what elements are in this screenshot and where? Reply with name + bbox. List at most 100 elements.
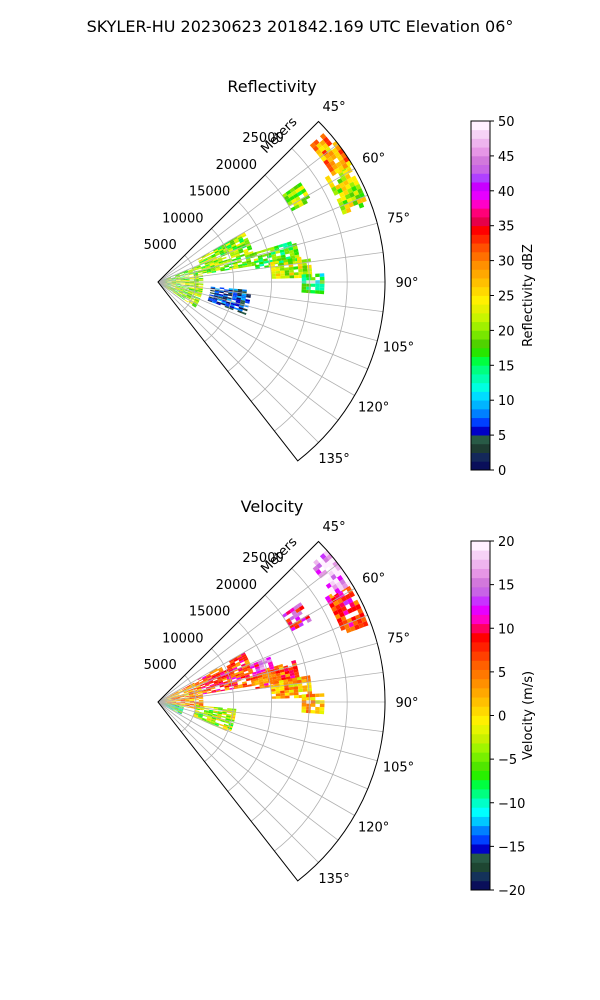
echo-cell xyxy=(302,199,308,206)
echo-cell xyxy=(334,587,341,594)
echo-cell xyxy=(215,673,221,677)
echo-cell xyxy=(180,280,186,281)
echo-cell xyxy=(240,298,246,301)
echo-cell xyxy=(360,616,367,623)
colorbar-swatch xyxy=(471,724,490,735)
echo-cell xyxy=(331,606,337,613)
panel-velocity: Velocity 5000 10000 15000 20000 25000 45° 60° 75… xyxy=(144,497,536,899)
echo-cell xyxy=(228,288,234,291)
echo-cell xyxy=(296,199,303,205)
echo-cell xyxy=(183,270,188,273)
echo-cell xyxy=(218,296,223,299)
echo-cell xyxy=(339,205,346,211)
echo-cell xyxy=(271,696,276,699)
echo-cell xyxy=(179,272,184,275)
echo-cell xyxy=(306,286,311,290)
azimuth-tick-label: 135° xyxy=(318,452,349,467)
colorbar-swatch xyxy=(471,788,490,799)
echo-cell xyxy=(229,671,235,676)
echo-cell xyxy=(245,678,251,682)
echo-cell xyxy=(275,268,281,272)
echo-cell xyxy=(225,718,231,721)
echo-cell xyxy=(191,685,196,688)
echo-cell xyxy=(183,270,188,273)
echo-cell xyxy=(171,697,176,700)
colorbar-swatch xyxy=(471,443,490,453)
echo-cell xyxy=(246,260,252,264)
echo-cell xyxy=(298,185,305,191)
echo-cell xyxy=(193,272,198,275)
echo-cell xyxy=(275,273,281,277)
echo-cell xyxy=(225,673,231,677)
echo-cell xyxy=(171,698,176,700)
echo-cell xyxy=(198,678,203,682)
echo-cell xyxy=(209,670,214,674)
colorbar: 0 5 10 15 20 25 30 35 40 45 50 Reflectivity dBZ xyxy=(470,115,536,479)
colorbar-swatch xyxy=(471,164,490,174)
echo-cell xyxy=(178,710,183,713)
echo-cell xyxy=(206,674,211,678)
echo-cell xyxy=(185,279,190,281)
echo-cell xyxy=(301,694,307,698)
echo-cell xyxy=(179,288,184,291)
echo-cell xyxy=(211,674,217,678)
echo-cell xyxy=(197,691,203,694)
azimuth-gridline xyxy=(157,701,339,841)
echo-cell xyxy=(173,708,179,712)
echo-cell xyxy=(242,265,248,268)
echo-cell xyxy=(275,696,281,699)
echo-cell xyxy=(283,248,289,252)
echo-cell xyxy=(167,702,172,704)
echo-cell xyxy=(316,562,323,569)
echo-cell xyxy=(200,685,206,688)
echo-cell xyxy=(221,256,227,260)
echo-cell xyxy=(192,687,197,690)
echo-cell xyxy=(175,277,181,279)
echo-cell xyxy=(220,243,226,247)
echo-cell xyxy=(229,687,235,690)
echo-cell xyxy=(239,305,244,309)
echo-cell xyxy=(185,284,190,286)
echo-cell xyxy=(289,187,296,193)
echo-cell xyxy=(166,697,171,699)
echo-cell xyxy=(300,196,307,202)
echo-cell xyxy=(171,283,177,284)
echo-cell xyxy=(232,666,238,671)
echo-cell xyxy=(232,681,238,685)
echo-cell xyxy=(254,666,260,670)
echo-cell xyxy=(296,676,302,681)
echo-cell xyxy=(190,683,195,687)
echo-cell xyxy=(167,280,172,282)
echo-cell xyxy=(242,683,248,686)
colorbar-swatch xyxy=(471,374,490,384)
echo-cell xyxy=(185,283,190,284)
echo-cell xyxy=(176,279,181,281)
echo-cell xyxy=(288,266,294,271)
echo-cell xyxy=(222,246,228,250)
echo-cell xyxy=(340,572,348,579)
echo-cell xyxy=(218,295,224,298)
echo-cell xyxy=(175,274,180,277)
echo-cell xyxy=(227,665,232,670)
echo-cell xyxy=(205,684,210,687)
echo-cell xyxy=(217,258,223,262)
echo-cell xyxy=(232,296,237,299)
echo-cell xyxy=(280,690,285,694)
echo-cell xyxy=(198,286,204,288)
echo-cell xyxy=(238,685,244,689)
echo-cell xyxy=(203,258,208,262)
echo-cell xyxy=(198,273,203,275)
echo-cell xyxy=(211,254,217,258)
echo-cell xyxy=(189,287,194,289)
echo-cell xyxy=(198,289,203,292)
colorbar-swatch xyxy=(471,687,490,698)
echo-cell xyxy=(192,302,197,307)
echo-cell xyxy=(347,607,354,614)
echo-cell xyxy=(242,685,248,688)
echo-cell xyxy=(302,191,309,197)
colorbar-tick-label: 45 xyxy=(498,150,515,165)
echo-cell xyxy=(349,625,356,632)
echo-cell xyxy=(278,663,284,668)
echo-cell xyxy=(197,271,203,274)
echo-cell xyxy=(327,156,334,163)
